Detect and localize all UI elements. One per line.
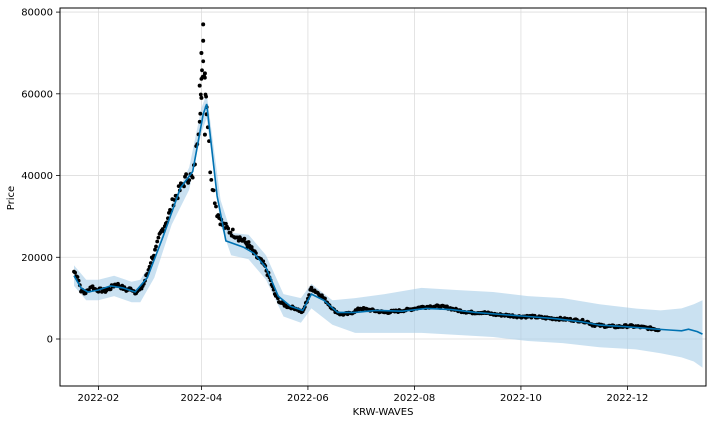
observed-point <box>108 287 113 292</box>
y-tick-label: 0 <box>47 335 53 346</box>
spike-point <box>202 132 207 137</box>
observed-point <box>190 175 195 180</box>
observed-point <box>197 119 202 124</box>
observed-point <box>153 247 157 252</box>
spike-point <box>197 83 202 88</box>
observed-point <box>155 239 160 244</box>
spike-point <box>199 50 204 55</box>
uncertainty-band <box>74 93 703 368</box>
observed-point <box>228 230 233 235</box>
observed-point <box>184 172 189 177</box>
observed-point <box>156 235 161 240</box>
observed-point <box>226 226 231 231</box>
observed-point <box>200 68 204 73</box>
observed-point <box>242 236 247 241</box>
y-axis-label: Price <box>6 186 17 210</box>
observed-point <box>187 178 192 183</box>
plot-frame <box>59 7 707 387</box>
x-axis-label: KRW-WAVES <box>353 407 414 418</box>
observed-point <box>204 94 209 99</box>
x-tick-label: 2022-06 <box>287 393 329 404</box>
y-tick-label: 80000 <box>21 8 53 19</box>
observed-point <box>207 139 211 144</box>
x-tick-label: 2022-10 <box>500 393 542 404</box>
observed-point <box>176 184 181 189</box>
y-axis-ticks: 0 20000 40000 60000 80000 <box>21 8 60 346</box>
x-tick-label: 2022-04 <box>181 393 223 404</box>
observed-point <box>212 201 217 206</box>
x-tick-label: 2022-12 <box>607 393 649 404</box>
observed-point <box>211 188 216 193</box>
observed-point <box>230 227 235 232</box>
forecast-trend-line <box>73 103 703 335</box>
observed-point <box>198 92 203 97</box>
observed-point <box>214 204 218 209</box>
x-tick-label: 2022-08 <box>394 393 436 404</box>
spike-point <box>201 22 206 27</box>
y-tick-label: 20000 <box>21 253 53 264</box>
observed-point <box>75 275 80 279</box>
x-tick-label: 2022-02 <box>78 393 120 404</box>
spike-point <box>202 71 207 76</box>
uncertainty-interval <box>74 93 703 368</box>
spike-point <box>199 95 204 100</box>
spike-point <box>201 38 206 43</box>
observed-point <box>224 221 228 226</box>
observed-point <box>246 240 251 244</box>
x-axis-ticks: 2022-02 2022-04 2022-06 2022-08 2022-10 2022-… <box>78 386 649 404</box>
y-tick-label: 40000 <box>21 171 53 182</box>
forecast-line <box>73 103 703 335</box>
observed-point <box>249 245 254 249</box>
observed-point <box>198 111 203 116</box>
observed-point <box>209 178 214 182</box>
observed-point <box>201 59 206 64</box>
observed-point <box>90 284 95 289</box>
y-tick-label: 60000 <box>21 89 53 100</box>
observed-point <box>154 244 158 249</box>
observed-point <box>203 75 207 80</box>
observed-point <box>323 296 327 301</box>
observed-point <box>208 170 213 175</box>
grid-lines <box>60 8 706 386</box>
observed-point <box>216 213 221 217</box>
observed-point <box>73 270 77 275</box>
